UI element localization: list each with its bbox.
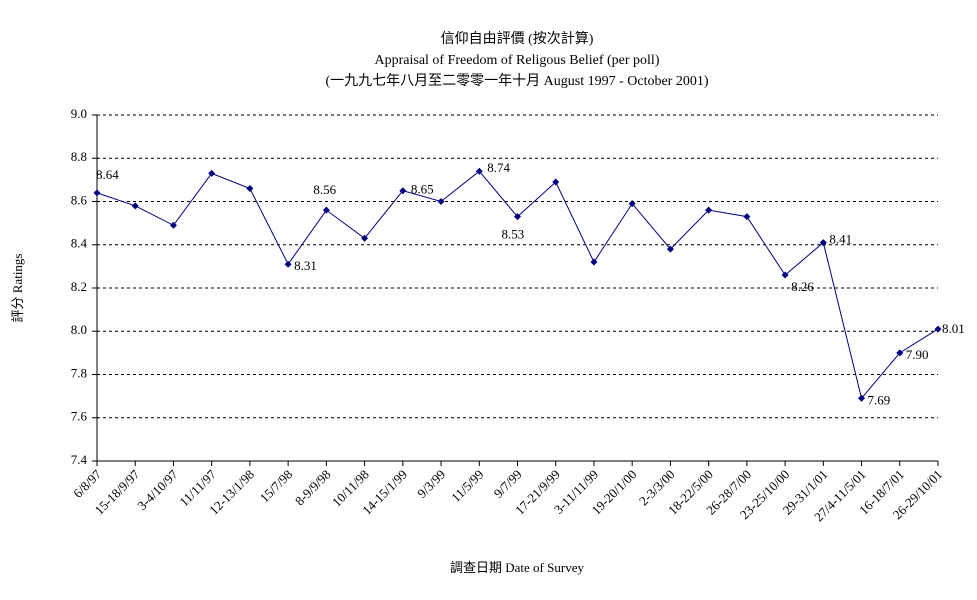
marker — [896, 349, 904, 357]
data-label: 8.31 — [294, 258, 317, 273]
marker — [284, 260, 292, 268]
marker — [437, 198, 445, 205]
x-tick-label: 11/5/99 — [448, 467, 486, 505]
y-tick-label: 7.4 — [71, 452, 88, 467]
marker — [322, 206, 330, 214]
marker — [705, 206, 713, 214]
marker — [93, 189, 101, 197]
data-label: 8.64 — [96, 167, 119, 182]
chart-period: (一九九七年八月至二零零一年十月 August 1997 - October 2… — [325, 73, 708, 89]
marker — [131, 202, 139, 210]
x-tick-label: 9/7/99 — [491, 467, 525, 501]
data-label: 8.41 — [829, 232, 852, 247]
marker — [475, 167, 483, 175]
y-axis-title: 評分 Ratings — [10, 254, 25, 323]
x-tick-label: 8-9/9/98 — [292, 467, 334, 509]
y-tick-label: 8.0 — [71, 322, 87, 337]
x-tick-label: 3-4/10/97 — [134, 466, 181, 513]
x-tick-label: 9/3/99 — [414, 467, 448, 501]
y-tick-label: 7.6 — [71, 409, 88, 424]
marker — [169, 221, 177, 229]
data-label: 8.26 — [791, 279, 814, 294]
marker — [666, 245, 674, 253]
data-label: 8.74 — [487, 160, 510, 175]
marker — [858, 394, 866, 402]
data-label: 8.01 — [942, 321, 965, 336]
data-label: 7.69 — [868, 392, 891, 407]
x-axis-title: 調查日期 Date of Survey — [450, 560, 584, 575]
marker — [628, 200, 636, 208]
data-label: 7.90 — [906, 347, 929, 362]
marker — [552, 178, 560, 186]
marker — [743, 213, 751, 221]
marker — [361, 234, 369, 242]
x-tick-label: 6/8/97 — [70, 466, 104, 500]
marker — [934, 325, 942, 333]
y-tick-label: 8.8 — [71, 149, 87, 164]
x-tick-label: 15/7/98 — [257, 467, 296, 506]
y-tick-label: 8.2 — [71, 279, 87, 294]
marker — [590, 258, 598, 266]
chart-subtitle: Appraisal of Freedom of Religous Belief … — [375, 53, 660, 68]
y-tick-label: 9.0 — [71, 106, 87, 121]
marker — [781, 271, 789, 279]
data-label: 8.56 — [313, 182, 336, 197]
chart-title: 信仰自由評價 (按次計算) — [441, 30, 594, 47]
marker — [819, 239, 827, 247]
y-tick-label: 8.6 — [71, 192, 88, 207]
y-tick-label: 8.4 — [71, 236, 88, 251]
marker — [246, 185, 254, 193]
marker — [514, 213, 521, 221]
data-label: 8.65 — [411, 182, 434, 197]
y-tick-label: 7.8 — [71, 365, 87, 380]
marker — [208, 169, 216, 177]
marker — [399, 187, 407, 195]
data-label: 8.53 — [502, 227, 525, 242]
